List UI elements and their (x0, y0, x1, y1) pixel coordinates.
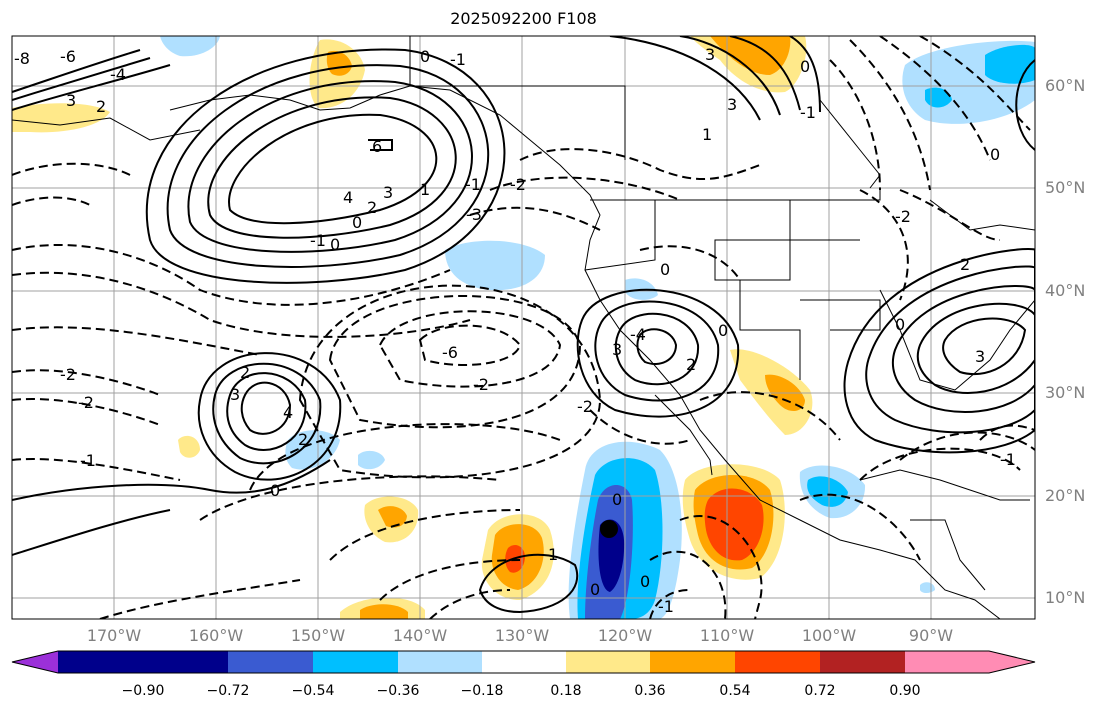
svg-text:-1: -1 (310, 231, 326, 250)
svg-text:1: 1 (420, 180, 430, 199)
svg-text:0: 0 (330, 235, 340, 254)
svg-text:4: 4 (343, 188, 353, 207)
svg-text:-4: -4 (110, 65, 126, 84)
svg-text:-3: -3 (466, 205, 482, 224)
svg-text:3: 3 (230, 385, 240, 404)
svg-text:-1: -1 (800, 103, 816, 122)
svg-text:0: 0 (895, 315, 905, 334)
lon-label-160w: 160°W (188, 626, 244, 645)
lat-label-60n: 60°N (1045, 76, 1086, 95)
svg-text:-6: -6 (60, 47, 76, 66)
lon-label-140w: 140°W (392, 626, 448, 645)
colorbar-bin (735, 651, 820, 673)
svg-text:3: 3 (975, 347, 985, 366)
lon-label-100w: 100°W (801, 626, 857, 645)
lon-label-150w: 150°W (290, 626, 346, 645)
lat-label-20n: 20°N (1045, 486, 1086, 505)
svg-text:4: 4 (283, 403, 293, 422)
colorbar-bin (650, 651, 735, 673)
svg-text:-2: -2 (78, 393, 94, 412)
svg-text:-4: -4 (630, 325, 646, 344)
svg-text:0: 0 (990, 145, 1000, 164)
coastlines (12, 36, 1035, 619)
svg-text:-1: -1 (465, 175, 481, 194)
colorbar-bin (820, 651, 905, 673)
gridlines (12, 36, 1035, 619)
colorbar-tick: 0.72 (804, 683, 836, 699)
svg-text:0: 0 (590, 580, 600, 599)
svg-text:-2: -2 (473, 375, 489, 394)
svg-text:0: 0 (352, 213, 362, 232)
lat-label-40n: 40°N (1045, 281, 1086, 300)
colorbar-min-extension (12, 651, 58, 673)
colorbar-tick: −0.72 (206, 683, 250, 699)
svg-text:3: 3 (705, 45, 715, 64)
lon-label-120w: 120°W (597, 626, 653, 645)
colorbar-tick: −0.54 (291, 683, 335, 699)
colorbar-tick: 0.36 (634, 683, 666, 699)
svg-text:0: 0 (420, 47, 430, 66)
svg-text:-1: -1 (80, 451, 96, 470)
colorbar-bin (566, 651, 650, 673)
colorbar-max-extension (905, 651, 1035, 673)
lon-label-90w: 90°W (908, 626, 954, 645)
svg-text:1: 1 (702, 125, 712, 144)
svg-text:3: 3 (66, 91, 76, 110)
svg-text:-2: -2 (895, 207, 911, 226)
colorbar-tick: 0.90 (889, 683, 921, 699)
svg-text:0: 0 (640, 572, 650, 591)
colorbar-tick: −0.18 (460, 683, 504, 699)
lon-label-130w: 130°W (494, 626, 550, 645)
anomaly-shading (12, 36, 1035, 619)
svg-text:-1: -1 (658, 597, 674, 616)
lat-label-10n: 10°N (1045, 588, 1086, 607)
lon-label-110w: 110°W (699, 626, 755, 645)
contours-solid (12, 36, 1035, 614)
colorbar-bin (228, 651, 313, 673)
colorbar-bin (143, 651, 228, 673)
colorbar-bin (58, 651, 143, 673)
svg-text:-2: -2 (60, 365, 76, 384)
svg-text:-8: -8 (14, 49, 30, 68)
svg-text:-1: -1 (1000, 450, 1016, 469)
svg-text:-1: -1 (450, 50, 466, 69)
colorbar-tick: −0.36 (376, 683, 420, 699)
svg-text:2: 2 (367, 198, 377, 217)
svg-text:2: 2 (240, 363, 250, 382)
colorbar-tick: −0.90 (121, 683, 165, 699)
colorbar-bin (398, 651, 482, 673)
svg-text:2: 2 (96, 97, 106, 116)
svg-text:-2: -2 (577, 397, 593, 416)
lat-label-30n: 30°N (1045, 383, 1086, 402)
lon-label-170w: 170°W (86, 626, 142, 645)
svg-text:0: 0 (718, 321, 728, 340)
svg-text:-6: -6 (442, 343, 458, 362)
svg-text:0: 0 (270, 481, 280, 500)
svg-text:0: 0 (800, 57, 810, 76)
storm-center-marker (600, 520, 618, 538)
svg-text:0: 0 (660, 260, 670, 279)
colorbar-bin (313, 651, 398, 673)
svg-text:2: 2 (960, 255, 970, 274)
colorbar-tick: 0.18 (550, 683, 582, 699)
svg-text:2: 2 (298, 430, 308, 449)
lat-label-50n: 50°N (1045, 178, 1086, 197)
svg-text:-2: -2 (510, 175, 526, 194)
svg-text:0: 0 (612, 490, 622, 509)
contours-dashed (12, 36, 1035, 619)
svg-text:1: 1 (548, 545, 558, 564)
map-title: 2025092200 F108 (450, 9, 597, 28)
colorbar-bin (482, 651, 566, 673)
contour-labels: 6 4 3 2 1 0 -1 -2 -3 -4 3 0 2 -6 -2 -2 -… (14, 45, 1016, 616)
svg-text:6: 6 (372, 137, 382, 156)
svg-text:3: 3 (383, 183, 393, 202)
colorbar-tick: 0.54 (719, 683, 751, 699)
svg-text:3: 3 (612, 340, 622, 359)
svg-text:3: 3 (727, 95, 737, 114)
colorbar (11, 650, 1036, 674)
svg-text:2: 2 (686, 355, 696, 374)
